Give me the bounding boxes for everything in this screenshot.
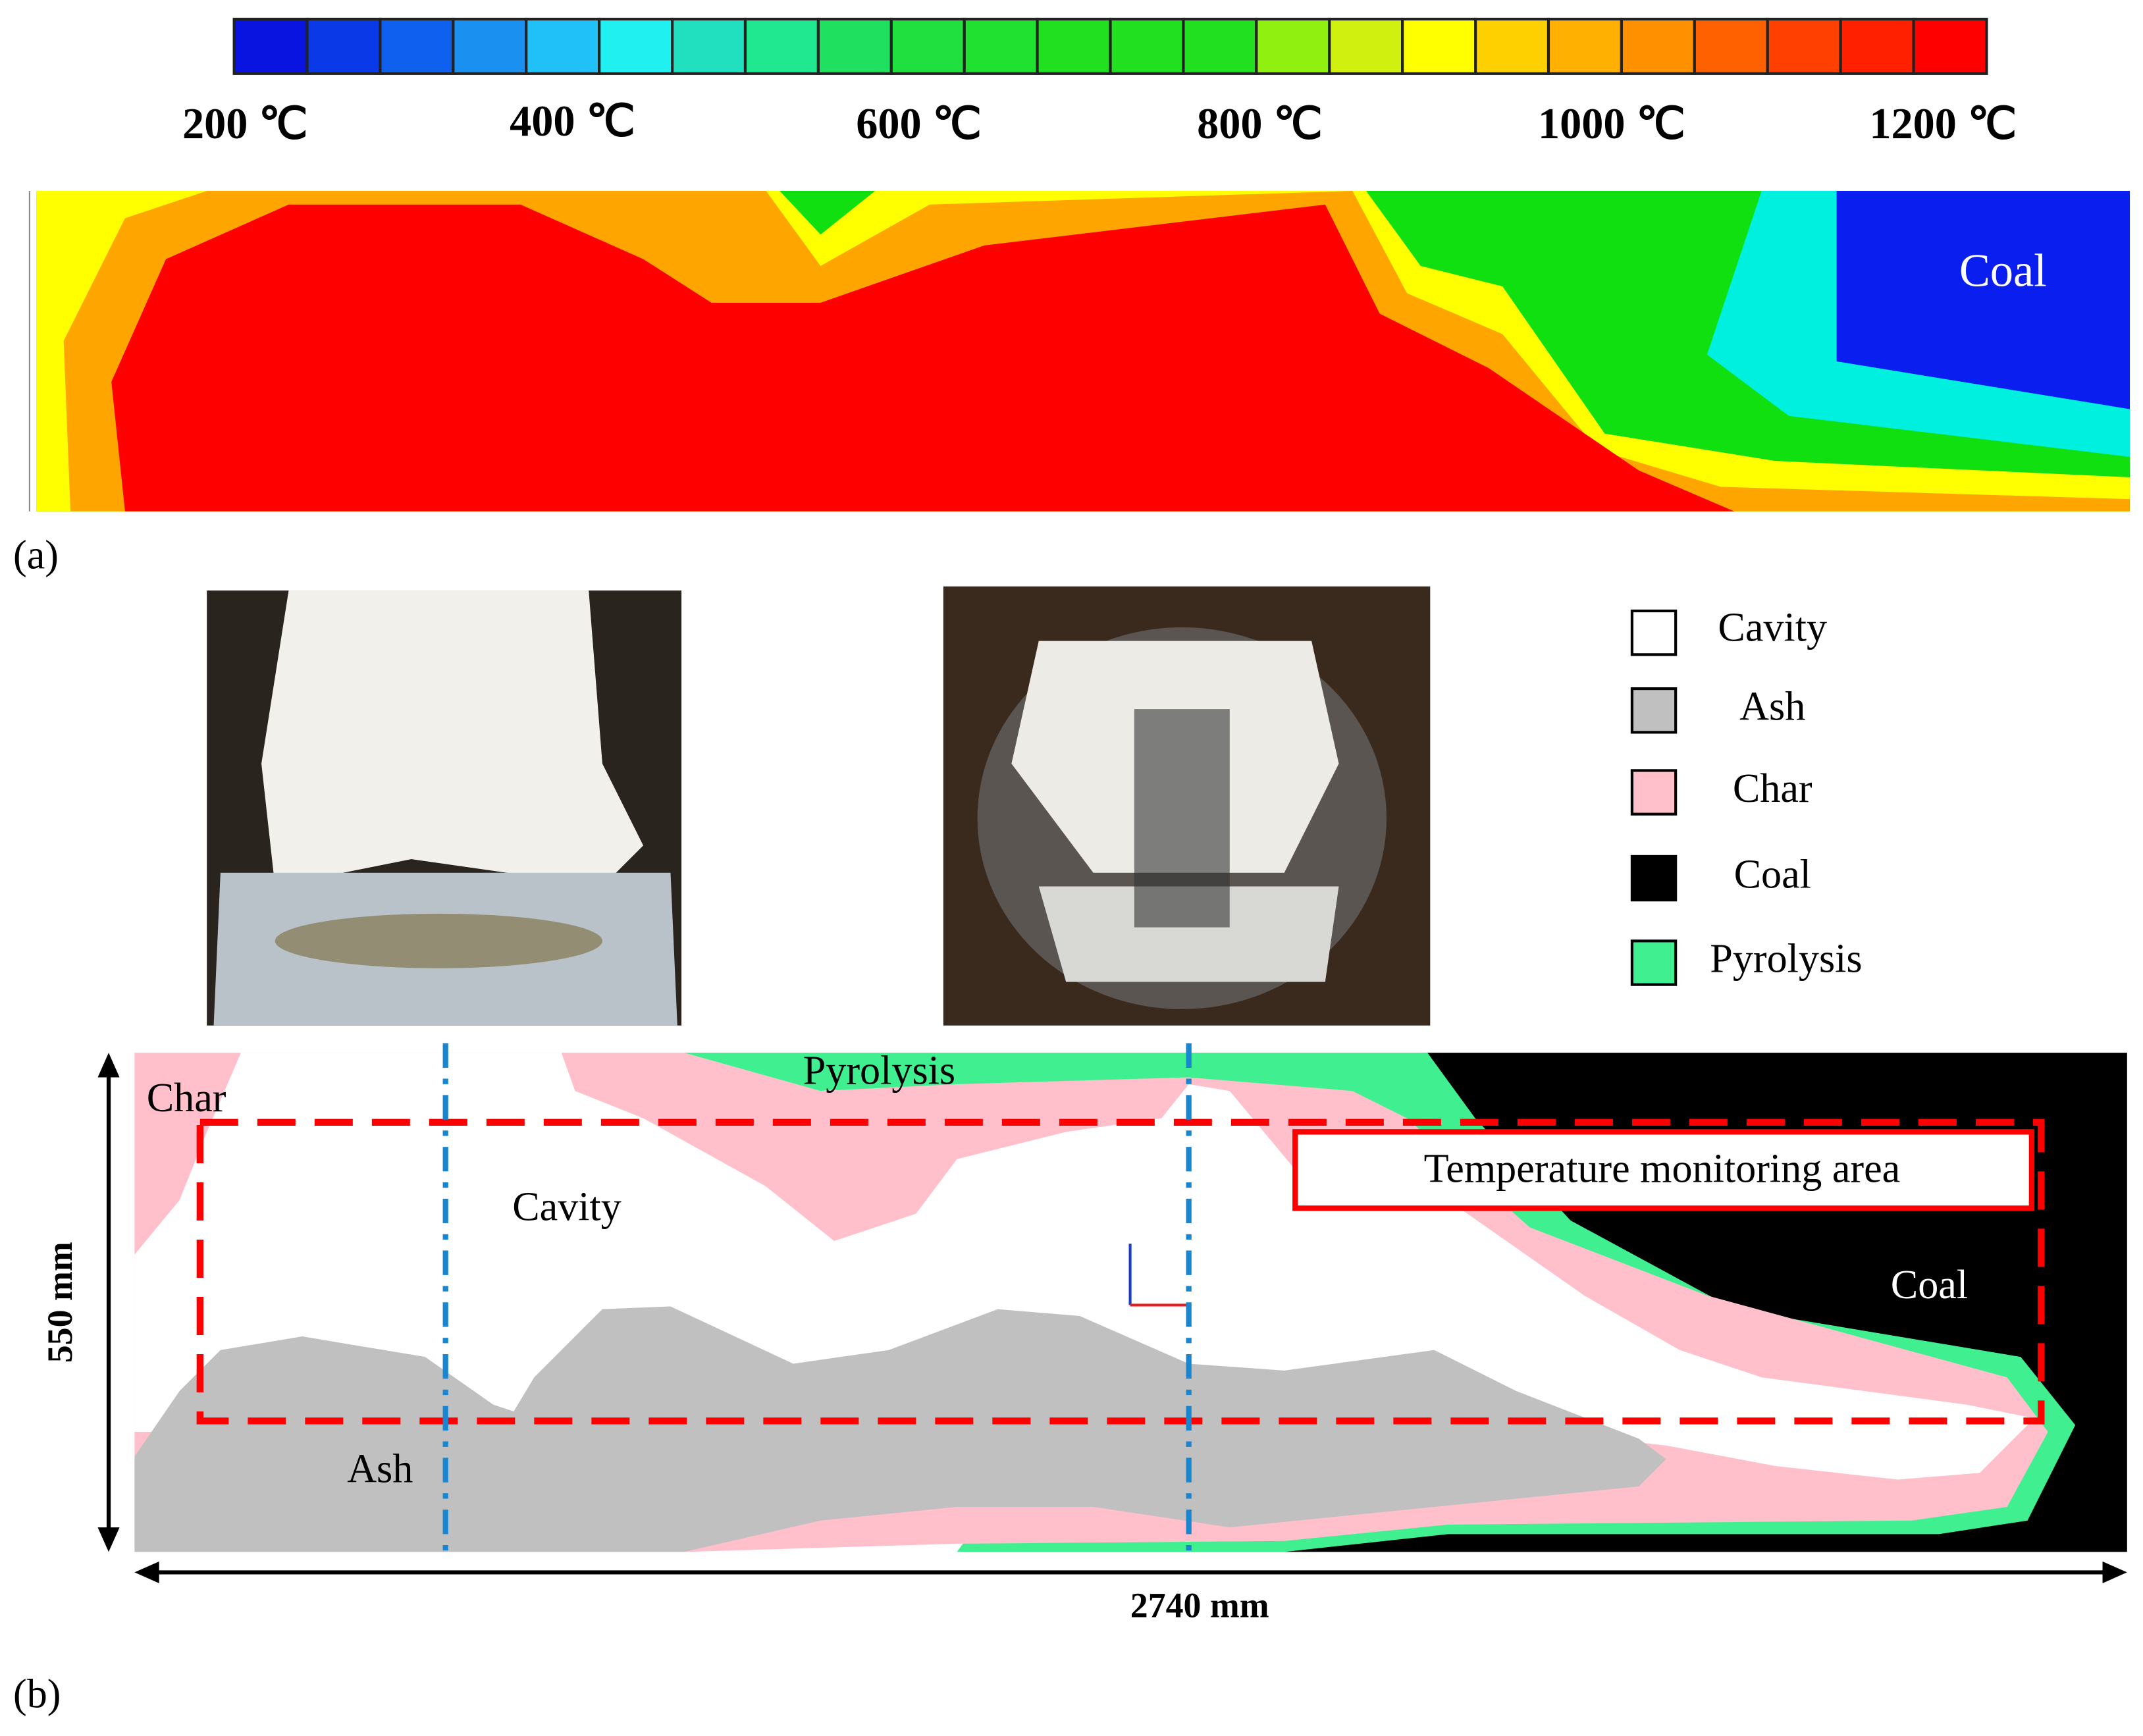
legend-label: Pyrolysis <box>1710 937 1862 982</box>
colorbar-cell <box>452 17 528 75</box>
colorbar-cell <box>1547 17 1623 75</box>
colorbar-cell <box>1766 17 1842 75</box>
colorbar-cell <box>671 17 747 75</box>
colorbar-cell <box>1620 17 1696 75</box>
colorbar-cell <box>889 17 966 75</box>
colorbar-cell <box>1036 17 1112 75</box>
cross-section <box>97 1043 2127 1583</box>
colorbar-cell <box>1109 17 1185 75</box>
colorbar-cell <box>816 17 893 75</box>
legend <box>1630 609 1678 986</box>
colorbar-cell <box>1255 17 1331 75</box>
colorbar-cell <box>232 17 309 75</box>
legend-swatch <box>1630 769 1678 816</box>
legend-label: Coal <box>1734 852 1811 897</box>
colorbar-cell <box>525 17 601 75</box>
region-label: Cavity <box>512 1185 622 1230</box>
colorbar-label: 1200 ℃ <box>1869 100 2017 148</box>
colorbar-cell <box>1182 17 1258 75</box>
colorbar-cell <box>1912 17 1988 75</box>
region-label: Ash <box>347 1446 413 1491</box>
panel-label: (b) <box>13 1671 61 1716</box>
photo <box>943 586 1431 1026</box>
colorbar-label: 800 ℃ <box>1197 100 1322 148</box>
colorbar-label: 1000 ℃ <box>1538 100 1685 148</box>
region-label: Coal <box>1959 246 2047 297</box>
colorbar-cell <box>743 17 820 75</box>
colorbar-label: 400 ℃ <box>510 97 635 145</box>
legend-label: Char <box>1733 766 1812 811</box>
colorbar-label: 200 ℃ <box>182 100 307 148</box>
colorbar-cell <box>1839 17 1915 75</box>
dimension-label: 2740 mm <box>1130 1586 1269 1625</box>
region-label: Char <box>147 1076 226 1120</box>
colorbar-cell <box>1693 17 1769 75</box>
panel-label: (a) <box>13 533 59 578</box>
region-label: Pyrolysis <box>803 1049 955 1093</box>
legend-swatch <box>1630 939 1678 986</box>
temperature-field <box>28 191 2130 512</box>
dimension-label: 550 mm <box>40 1242 80 1363</box>
legend-label: Ash <box>1739 685 1805 729</box>
colorbar-cell <box>1401 17 1477 75</box>
colorbar-cell <box>305 17 382 75</box>
colorbar-cell <box>598 17 674 75</box>
colorbar-cell <box>963 17 1039 75</box>
colorbar-label: 600 ℃ <box>856 100 981 148</box>
monitoring-label: Temperature monitoring area <box>1424 1147 1901 1192</box>
photo <box>207 590 682 1026</box>
colorbar <box>232 17 1988 75</box>
colorbar-cell <box>1328 17 1404 75</box>
legend-swatch <box>1630 609 1678 656</box>
legend-swatch <box>1630 855 1678 902</box>
legend-swatch <box>1630 687 1678 734</box>
legend-label: Cavity <box>1718 605 1827 650</box>
colorbar-cell <box>1474 17 1550 75</box>
colorbar-cell <box>379 17 455 75</box>
region-label: Coal <box>1891 1263 1968 1307</box>
